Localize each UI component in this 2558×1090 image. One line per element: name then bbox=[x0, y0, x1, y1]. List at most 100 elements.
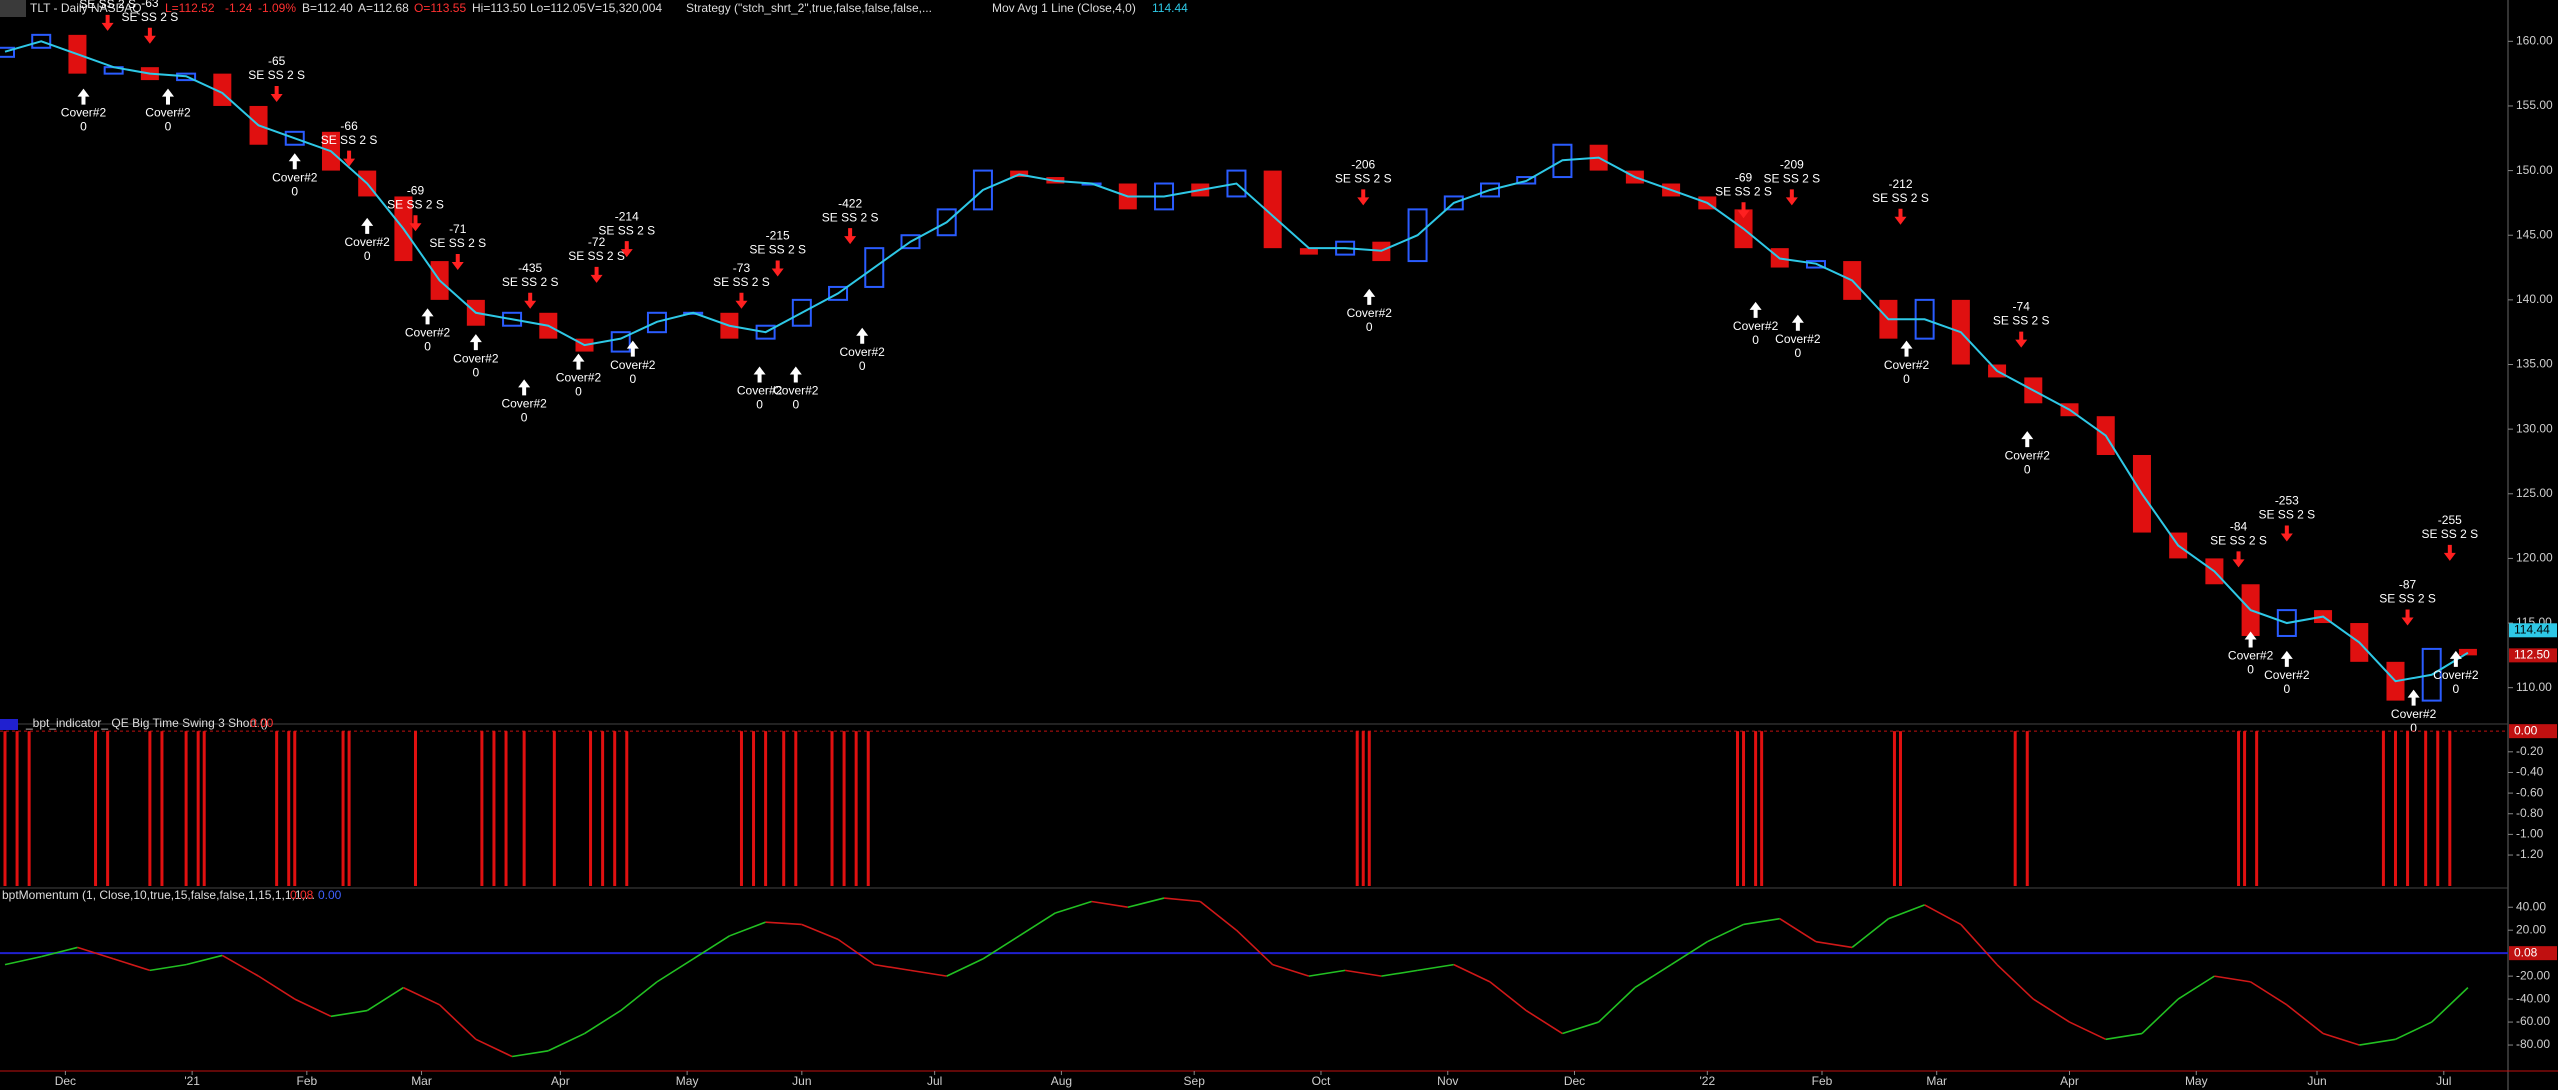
momentum-segment bbox=[475, 1038, 513, 1058]
momentum-segment bbox=[1417, 963, 1454, 972]
candle bbox=[972, 169, 993, 211]
trade-pnl: -209 bbox=[1780, 158, 1804, 172]
indicator-bar bbox=[1898, 731, 1902, 886]
momentum-segment bbox=[41, 946, 78, 958]
momentum-segment bbox=[1272, 963, 1310, 977]
momentum-segment bbox=[1453, 963, 1491, 983]
momentum-segment bbox=[1344, 969, 1382, 977]
value-tag-label: 0.00 bbox=[2514, 723, 2538, 737]
value-tag bbox=[2509, 724, 2557, 739]
cover-pnl: 0 bbox=[364, 249, 371, 263]
momentum-segment bbox=[656, 958, 694, 983]
volume: V=15,320,004 bbox=[587, 1, 662, 15]
short-arrow bbox=[771, 260, 784, 277]
cover-arrow bbox=[2021, 431, 2034, 448]
indicator-bar bbox=[15, 731, 19, 886]
trade-label: SE SS 2 S bbox=[387, 197, 444, 211]
momentum-segment bbox=[113, 958, 151, 972]
indicator-bar bbox=[1754, 731, 1758, 886]
momentum-segment bbox=[2177, 975, 2215, 1000]
indicator-bar bbox=[413, 731, 417, 886]
trade-label: SE SS 2 S bbox=[429, 236, 486, 250]
candle bbox=[1480, 182, 1500, 198]
trade-pnl: -206 bbox=[1351, 158, 1375, 172]
short-arrow bbox=[1894, 208, 1907, 225]
cover-label: Cover#2 bbox=[61, 106, 107, 120]
momentum-segment bbox=[2359, 1038, 2396, 1046]
cover-arrow bbox=[288, 153, 301, 170]
header: TLT - Daily NASDAQ L=112.52 -1.24 -1.09%… bbox=[30, 1, 1188, 15]
trade-label: SE SS 2 S bbox=[2258, 508, 2315, 522]
indicator-bar bbox=[1892, 731, 1896, 886]
short-arrow bbox=[1785, 189, 1798, 206]
cover-pnl: 0 bbox=[1795, 346, 1802, 360]
momentum-value2: 0.00 bbox=[318, 888, 342, 902]
x-tick-label: Oct bbox=[1312, 1074, 1331, 1088]
ask: A=112.68 bbox=[358, 1, 409, 15]
value-tag bbox=[2509, 623, 2557, 638]
candle bbox=[284, 130, 305, 146]
indicator-bar bbox=[1736, 731, 1739, 886]
indicator-bar bbox=[625, 731, 629, 886]
momentum-segment bbox=[765, 921, 802, 926]
momentum-segment bbox=[729, 921, 766, 937]
candle bbox=[1805, 260, 1826, 269]
candle bbox=[610, 331, 631, 353]
cover-label: Cover#2 bbox=[773, 384, 819, 398]
cover-label: Cover#2 bbox=[2433, 668, 2479, 682]
momentum-segment bbox=[620, 981, 658, 1012]
last: L=112.52 bbox=[165, 1, 215, 15]
momentum-segment bbox=[2105, 1032, 2143, 1041]
candle bbox=[828, 285, 849, 301]
y-tick-label: 155.00 bbox=[2516, 98, 2553, 112]
cover-label: Cover#2 bbox=[345, 235, 391, 249]
trade-label: SE SS 2 S bbox=[2210, 534, 2267, 548]
x-tick-label: Jun bbox=[2307, 1074, 2326, 1088]
trade-label: SE SS 2 S bbox=[122, 10, 179, 24]
cover-label: Cover#2 bbox=[737, 384, 783, 398]
momentum-segment bbox=[2395, 1021, 2433, 1041]
cover-label: Cover#2 bbox=[840, 345, 886, 359]
indicator-bar bbox=[2025, 731, 2029, 886]
indicator-bar bbox=[160, 731, 164, 886]
momentum-segment bbox=[1634, 963, 1672, 989]
x-tick-label: Jun bbox=[792, 1074, 811, 1088]
cover-label: Cover#2 bbox=[1884, 358, 1930, 372]
trade-label: SE SS 2 S bbox=[822, 210, 879, 224]
short-arrow bbox=[844, 228, 857, 245]
cover-pnl: 0 bbox=[2410, 721, 2417, 735]
candle bbox=[176, 72, 197, 82]
momentum-segment bbox=[910, 969, 947, 977]
indicator-bar bbox=[293, 731, 297, 886]
trade-label: SE SS 2 S bbox=[502, 275, 559, 289]
momentum-segment bbox=[2322, 1032, 2360, 1046]
indicator-bar bbox=[830, 731, 834, 886]
momentum-segment bbox=[837, 938, 875, 966]
candle bbox=[755, 324, 776, 340]
indicator-bar bbox=[492, 731, 496, 886]
momentum-segment bbox=[330, 1009, 368, 1018]
trade-pnl: -253 bbox=[2275, 494, 2299, 508]
momentum-segment bbox=[2431, 987, 2469, 1023]
indicator-bar bbox=[480, 731, 484, 886]
candle bbox=[900, 234, 921, 250]
indicator-bar bbox=[94, 731, 98, 886]
momentum-segment bbox=[1199, 900, 1237, 931]
momentum-segment bbox=[294, 998, 332, 1018]
indicator-bar bbox=[782, 731, 786, 886]
x-tick-label: Feb bbox=[296, 1074, 317, 1088]
indicator-bar bbox=[522, 731, 526, 886]
trade-pnl: -66 bbox=[340, 119, 358, 133]
momentum-segment bbox=[1815, 940, 1853, 949]
x-tick-label: May bbox=[676, 1074, 699, 1088]
cover-arrow bbox=[518, 379, 531, 396]
cover-pnl: 0 bbox=[165, 120, 172, 134]
momentum-segment bbox=[692, 935, 730, 960]
cover-label: Cover#2 bbox=[2228, 649, 2274, 663]
momentum-segment bbox=[1851, 918, 1889, 949]
cover-pnl: 0 bbox=[1366, 320, 1373, 334]
cover-arrow bbox=[2280, 650, 2293, 667]
momentum-segment bbox=[2214, 975, 2251, 983]
y-tick-label: -1.00 bbox=[2516, 827, 2544, 841]
trade-label: SE SS 2 S bbox=[2379, 592, 2436, 606]
